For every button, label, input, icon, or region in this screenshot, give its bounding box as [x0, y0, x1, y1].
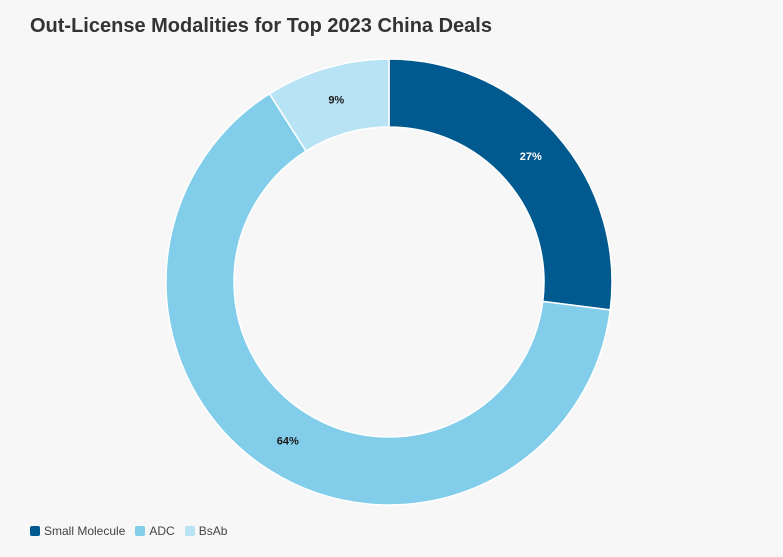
- legend-item-adc[interactable]: ADC: [135, 524, 175, 538]
- legend-item-small-molecule[interactable]: Small Molecule: [30, 524, 125, 538]
- legend-label-bsab: BsAb: [198, 524, 228, 538]
- data-label-small-molecule: 27%: [520, 151, 542, 163]
- chart-legend: Small Molecule ADC BsAb: [30, 524, 227, 538]
- data-label-bsab: 9%: [328, 95, 344, 107]
- chart-title: Out-License Modalities for Top 2023 Chin…: [30, 15, 492, 37]
- legend-item-bsab[interactable]: BsAb: [184, 524, 228, 538]
- legend-swatch-small-molecule: [30, 526, 40, 536]
- legend-label-adc: ADC: [149, 524, 175, 538]
- slice-bsab[interactable]: [268, 58, 390, 153]
- legend-swatch-adc: [135, 526, 146, 536]
- slice-adc[interactable]: [165, 92, 612, 506]
- slice-small-molecule[interactable]: [388, 58, 613, 311]
- data-label-adc: 64%: [277, 436, 299, 448]
- legend-label-small-molecule: Small Molecule: [44, 524, 126, 538]
- legend-swatch-bsab: [184, 526, 195, 536]
